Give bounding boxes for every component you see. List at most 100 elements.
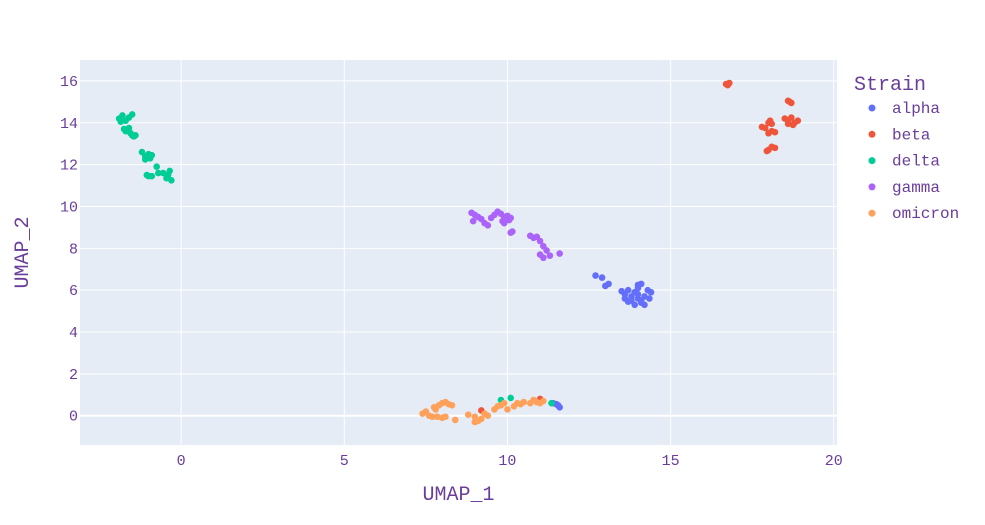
data-point-omicron[interactable]: [464, 411, 472, 418]
legend-marker: [868, 157, 876, 165]
data-point-delta[interactable]: [153, 163, 160, 171]
axis-ticks: 0 5 10 15 20 0 2 4 6 8 10 12 14 16: [60, 74, 843, 470]
data-point-alpha[interactable]: [624, 286, 632, 294]
data-point-beta[interactable]: [789, 121, 797, 129]
gridlines: [80, 60, 837, 445]
legend-marker: [868, 104, 876, 112]
series-delta: [115, 111, 555, 407]
x-tick-label: 15: [662, 453, 680, 470]
legend-label: omicron: [892, 205, 959, 223]
data-point-beta[interactable]: [788, 114, 795, 121]
data-point-omicron[interactable]: [442, 413, 449, 421]
data-point-beta[interactable]: [761, 124, 769, 132]
data-point-gamma[interactable]: [546, 252, 554, 259]
data-point-gamma[interactable]: [509, 228, 516, 235]
data-point-gamma[interactable]: [484, 221, 492, 229]
y-tick-label: 10: [60, 199, 78, 216]
data-point-omicron[interactable]: [433, 413, 441, 421]
data-point-delta[interactable]: [119, 112, 126, 119]
data-point-delta[interactable]: [128, 111, 136, 118]
data-point-beta[interactable]: [768, 120, 776, 128]
legend-item-alpha[interactable]: alpha: [868, 100, 941, 118]
legend-marker: [868, 209, 876, 217]
data-point-beta[interactable]: [726, 79, 733, 87]
data-point-beta[interactable]: [784, 120, 792, 128]
y-tick-label: 14: [60, 116, 78, 133]
y-tick-label: 2: [69, 367, 78, 384]
data-point-alpha[interactable]: [637, 297, 645, 304]
series-alpha: [549, 272, 655, 411]
x-tick-label: 20: [825, 453, 843, 470]
data-point-omicron[interactable]: [478, 415, 485, 423]
data-point-alpha[interactable]: [624, 298, 632, 305]
legend-marker: [868, 183, 876, 191]
data-point-delta[interactable]: [155, 169, 162, 177]
legend-marker: [868, 130, 876, 138]
data-point-omicron[interactable]: [520, 398, 528, 406]
data-point-gamma[interactable]: [556, 250, 563, 257]
data-point-omicron[interactable]: [471, 413, 479, 421]
data-point-alpha[interactable]: [634, 291, 642, 298]
x-tick-label: 10: [498, 453, 516, 470]
data-point-omicron[interactable]: [448, 401, 456, 409]
legend-title: Strain: [854, 74, 926, 97]
legend-label: gamma: [892, 179, 940, 197]
data-point-alpha[interactable]: [646, 295, 653, 302]
legend-item-delta[interactable]: delta: [868, 153, 941, 171]
data-point-alpha[interactable]: [647, 288, 655, 296]
data-point-gamma[interactable]: [469, 217, 477, 225]
plot-area: [80, 60, 837, 445]
data-point-alpha[interactable]: [592, 272, 599, 279]
y-tick-label: 4: [69, 325, 78, 342]
data-point-delta[interactable]: [168, 177, 175, 184]
data-point-beta[interactable]: [771, 128, 779, 136]
x-axis-title: UMAP_1: [422, 484, 494, 507]
data-point-omicron[interactable]: [500, 399, 508, 407]
data-point-omicron[interactable]: [451, 416, 459, 424]
legend-item-omicron[interactable]: omicron: [868, 205, 960, 223]
series-gamma: [468, 208, 563, 262]
legend[interactable]: Strain alpha beta delta gamma omicron: [854, 74, 959, 223]
data-point-gamma[interactable]: [507, 214, 515, 222]
data-point-gamma[interactable]: [540, 254, 547, 262]
data-point-omicron[interactable]: [429, 413, 436, 421]
y-tick-label: 0: [69, 409, 78, 426]
x-tick-label: 0: [177, 453, 186, 470]
data-point-gamma[interactable]: [536, 237, 544, 245]
data-point-omicron[interactable]: [540, 397, 547, 405]
data-point-gamma[interactable]: [543, 247, 550, 254]
data-point-omicron[interactable]: [484, 412, 492, 420]
data-point-alpha[interactable]: [634, 281, 642, 289]
legend-item-beta[interactable]: beta: [868, 126, 931, 144]
data-points: [115, 79, 802, 426]
legend-label: alpha: [892, 100, 940, 118]
y-tick-label: 16: [60, 74, 78, 91]
y-tick-label: 8: [69, 241, 78, 258]
legend-item-gamma[interactable]: gamma: [868, 179, 941, 197]
y-axis-title: UMAP_2: [12, 216, 35, 288]
data-point-delta[interactable]: [141, 156, 149, 163]
data-point-alpha[interactable]: [602, 282, 609, 290]
data-point-delta[interactable]: [166, 167, 174, 175]
y-tick-label: 6: [69, 283, 78, 300]
data-point-beta[interactable]: [763, 147, 771, 155]
data-point-delta[interactable]: [148, 172, 156, 180]
data-point-delta[interactable]: [117, 118, 125, 126]
data-point-delta[interactable]: [548, 399, 555, 407]
data-point-omicron[interactable]: [504, 406, 511, 413]
data-point-beta[interactable]: [794, 117, 802, 124]
data-point-delta[interactable]: [507, 394, 515, 402]
data-point-alpha[interactable]: [598, 274, 606, 281]
series-omicron: [419, 396, 547, 426]
data-point-alpha[interactable]: [554, 401, 562, 409]
data-point-alpha[interactable]: [631, 301, 638, 309]
data-point-gamma[interactable]: [500, 219, 508, 227]
legend-label: delta: [892, 153, 940, 171]
data-point-omicron[interactable]: [430, 404, 438, 411]
data-point-delta[interactable]: [148, 151, 156, 159]
data-point-delta[interactable]: [125, 124, 133, 132]
data-point-delta[interactable]: [132, 132, 139, 139]
data-point-beta[interactable]: [771, 144, 779, 152]
data-point-beta[interactable]: [786, 98, 793, 106]
